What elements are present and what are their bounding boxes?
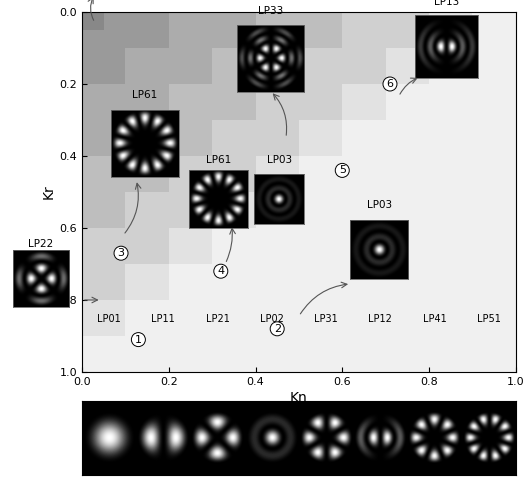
- Text: LP03: LP03: [267, 155, 292, 165]
- Text: 5: 5: [339, 166, 346, 175]
- Text: LP13: LP13: [434, 0, 459, 7]
- Text: LP41: LP41: [423, 314, 446, 324]
- Text: 2: 2: [273, 324, 281, 334]
- Text: LP03: LP03: [367, 200, 391, 210]
- Text: LP01: LP01: [97, 314, 121, 324]
- Text: LP11: LP11: [151, 314, 175, 324]
- Text: LP31: LP31: [314, 314, 338, 324]
- Polygon shape: [82, 12, 169, 84]
- Text: 4: 4: [217, 266, 224, 276]
- Title: LP22: LP22: [28, 240, 53, 250]
- Polygon shape: [82, 12, 342, 228]
- Text: 3: 3: [117, 248, 124, 258]
- Text: LP02: LP02: [260, 314, 284, 324]
- Text: LP12: LP12: [368, 314, 392, 324]
- Y-axis label: Kr: Kr: [41, 185, 55, 199]
- Text: LP61: LP61: [132, 90, 158, 100]
- Polygon shape: [82, 12, 472, 336]
- Text: LP51: LP51: [477, 314, 500, 324]
- Polygon shape: [82, 12, 256, 156]
- Polygon shape: [82, 12, 429, 300]
- X-axis label: Kn: Kn: [290, 391, 308, 405]
- Polygon shape: [82, 12, 104, 30]
- Text: 6: 6: [387, 79, 394, 89]
- Text: LP33: LP33: [258, 6, 284, 16]
- Text: 1: 1: [135, 335, 142, 345]
- Text: LP61: LP61: [206, 155, 231, 165]
- Text: LP21: LP21: [206, 314, 230, 324]
- Polygon shape: [82, 12, 516, 372]
